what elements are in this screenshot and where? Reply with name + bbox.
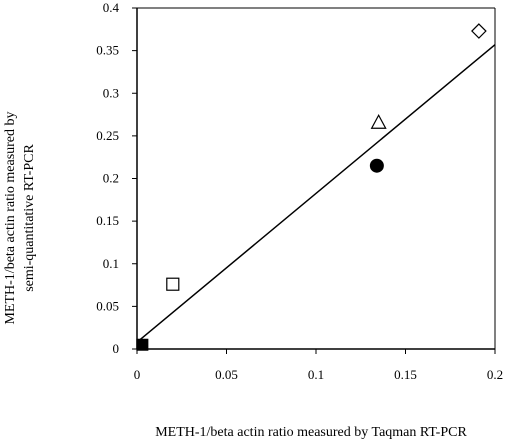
data-point-open-diamond — [471, 23, 487, 39]
trendline-group — [136, 44, 496, 343]
ticks — [132, 7, 496, 354]
y-axis-label-line-2: semi-quantitative RT-PCR — [22, 144, 37, 292]
x-tick-label: 0.2 — [487, 367, 503, 382]
y-tick-label: 0.3 — [103, 85, 119, 100]
data-point-filled-square — [136, 338, 149, 351]
data-point-open-square — [166, 277, 180, 291]
y-tick-label: 0.25 — [96, 128, 119, 143]
y-axis-label-line-1: METH-1/beta actin ratio measured by — [3, 111, 18, 324]
y-tick-label: 0.4 — [103, 0, 120, 15]
trendline — [136, 44, 496, 343]
y-tick-label: 0.2 — [103, 171, 119, 186]
y-tick-label: 0.05 — [96, 298, 119, 313]
x-tick-label: 0.15 — [394, 367, 417, 382]
x-axis-label: METH-1/beta actin ratio measured by Taqm… — [155, 425, 467, 440]
tick-labels: 0 0.05 0.1 0.15 0.2 0 0.05 0.1 0.15 0.2 0.25 0.3 0.3… — [96, 0, 503, 382]
data-points — [136, 23, 487, 351]
data-point-filled-circle — [369, 158, 384, 173]
data-point-open-triangle — [370, 113, 387, 129]
y-tick-label: 0.35 — [96, 43, 119, 58]
x-tick-label: 0.1 — [308, 367, 324, 382]
x-tick-label: 0 — [134, 367, 141, 382]
y-tick-label: 0 — [113, 341, 120, 356]
x-tick-label: 0.05 — [215, 367, 238, 382]
y-tick-label: 0.1 — [103, 256, 119, 271]
y-tick-label: 0.15 — [96, 213, 119, 228]
